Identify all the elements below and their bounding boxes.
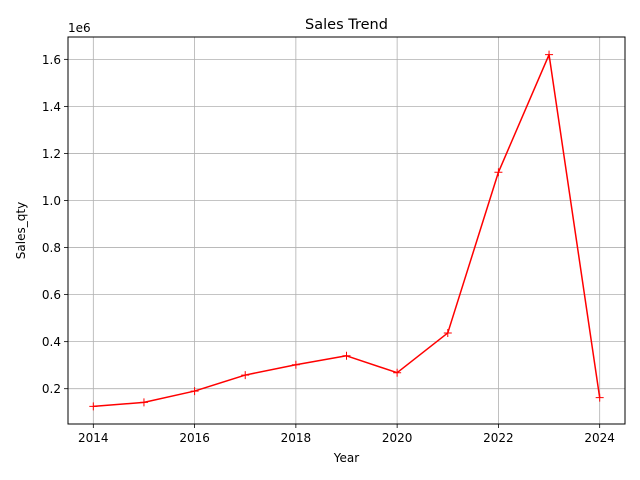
x-tick-label: 2016 xyxy=(179,431,210,445)
chart-title: Sales Trend xyxy=(305,17,388,33)
data-point-marker xyxy=(595,393,604,402)
x-tick-label: 2024 xyxy=(584,431,615,445)
y-axis-label: Sales_qty xyxy=(14,202,28,259)
x-tick-label: 2018 xyxy=(281,431,312,445)
data-point-marker xyxy=(241,371,250,380)
y-tick-label: 0.4 xyxy=(42,335,61,349)
y-axis-offset-label: 1e6 xyxy=(68,21,91,35)
y-tick-label: 0.8 xyxy=(42,241,61,255)
data-point-marker xyxy=(443,328,452,337)
data-point-marker xyxy=(393,368,402,377)
plot-frame xyxy=(67,36,626,425)
data-point-marker xyxy=(545,50,554,59)
y-tick-label: 0.6 xyxy=(42,288,61,302)
data-point-marker xyxy=(89,402,98,411)
series-layer xyxy=(89,50,604,411)
data-point-marker xyxy=(291,360,300,369)
x-tick-label: 2014 xyxy=(78,431,109,445)
y-tick-label: 0.2 xyxy=(42,382,61,396)
x-axis-ticks: 2014 2016 2018 2020 2022 2024 xyxy=(78,424,615,445)
x-tick-label: 2020 xyxy=(382,431,413,445)
data-point-marker xyxy=(494,168,503,177)
y-tick-label: 1.4 xyxy=(42,100,61,114)
x-tick-label: 2022 xyxy=(483,431,514,445)
y-tick-label: 1.0 xyxy=(42,194,61,208)
grid-lines xyxy=(68,37,625,424)
data-point-marker xyxy=(139,398,148,407)
y-axis-ticks: 0.2 0.4 0.6 0.8 1.0 1.2 1.4 1.6 xyxy=(42,53,68,396)
data-point-marker xyxy=(342,351,351,360)
y-tick-label: 1.2 xyxy=(42,147,61,161)
data-point-marker xyxy=(190,387,199,396)
x-axis-label: Year xyxy=(333,451,359,465)
y-tick-label: 1.6 xyxy=(42,53,61,67)
